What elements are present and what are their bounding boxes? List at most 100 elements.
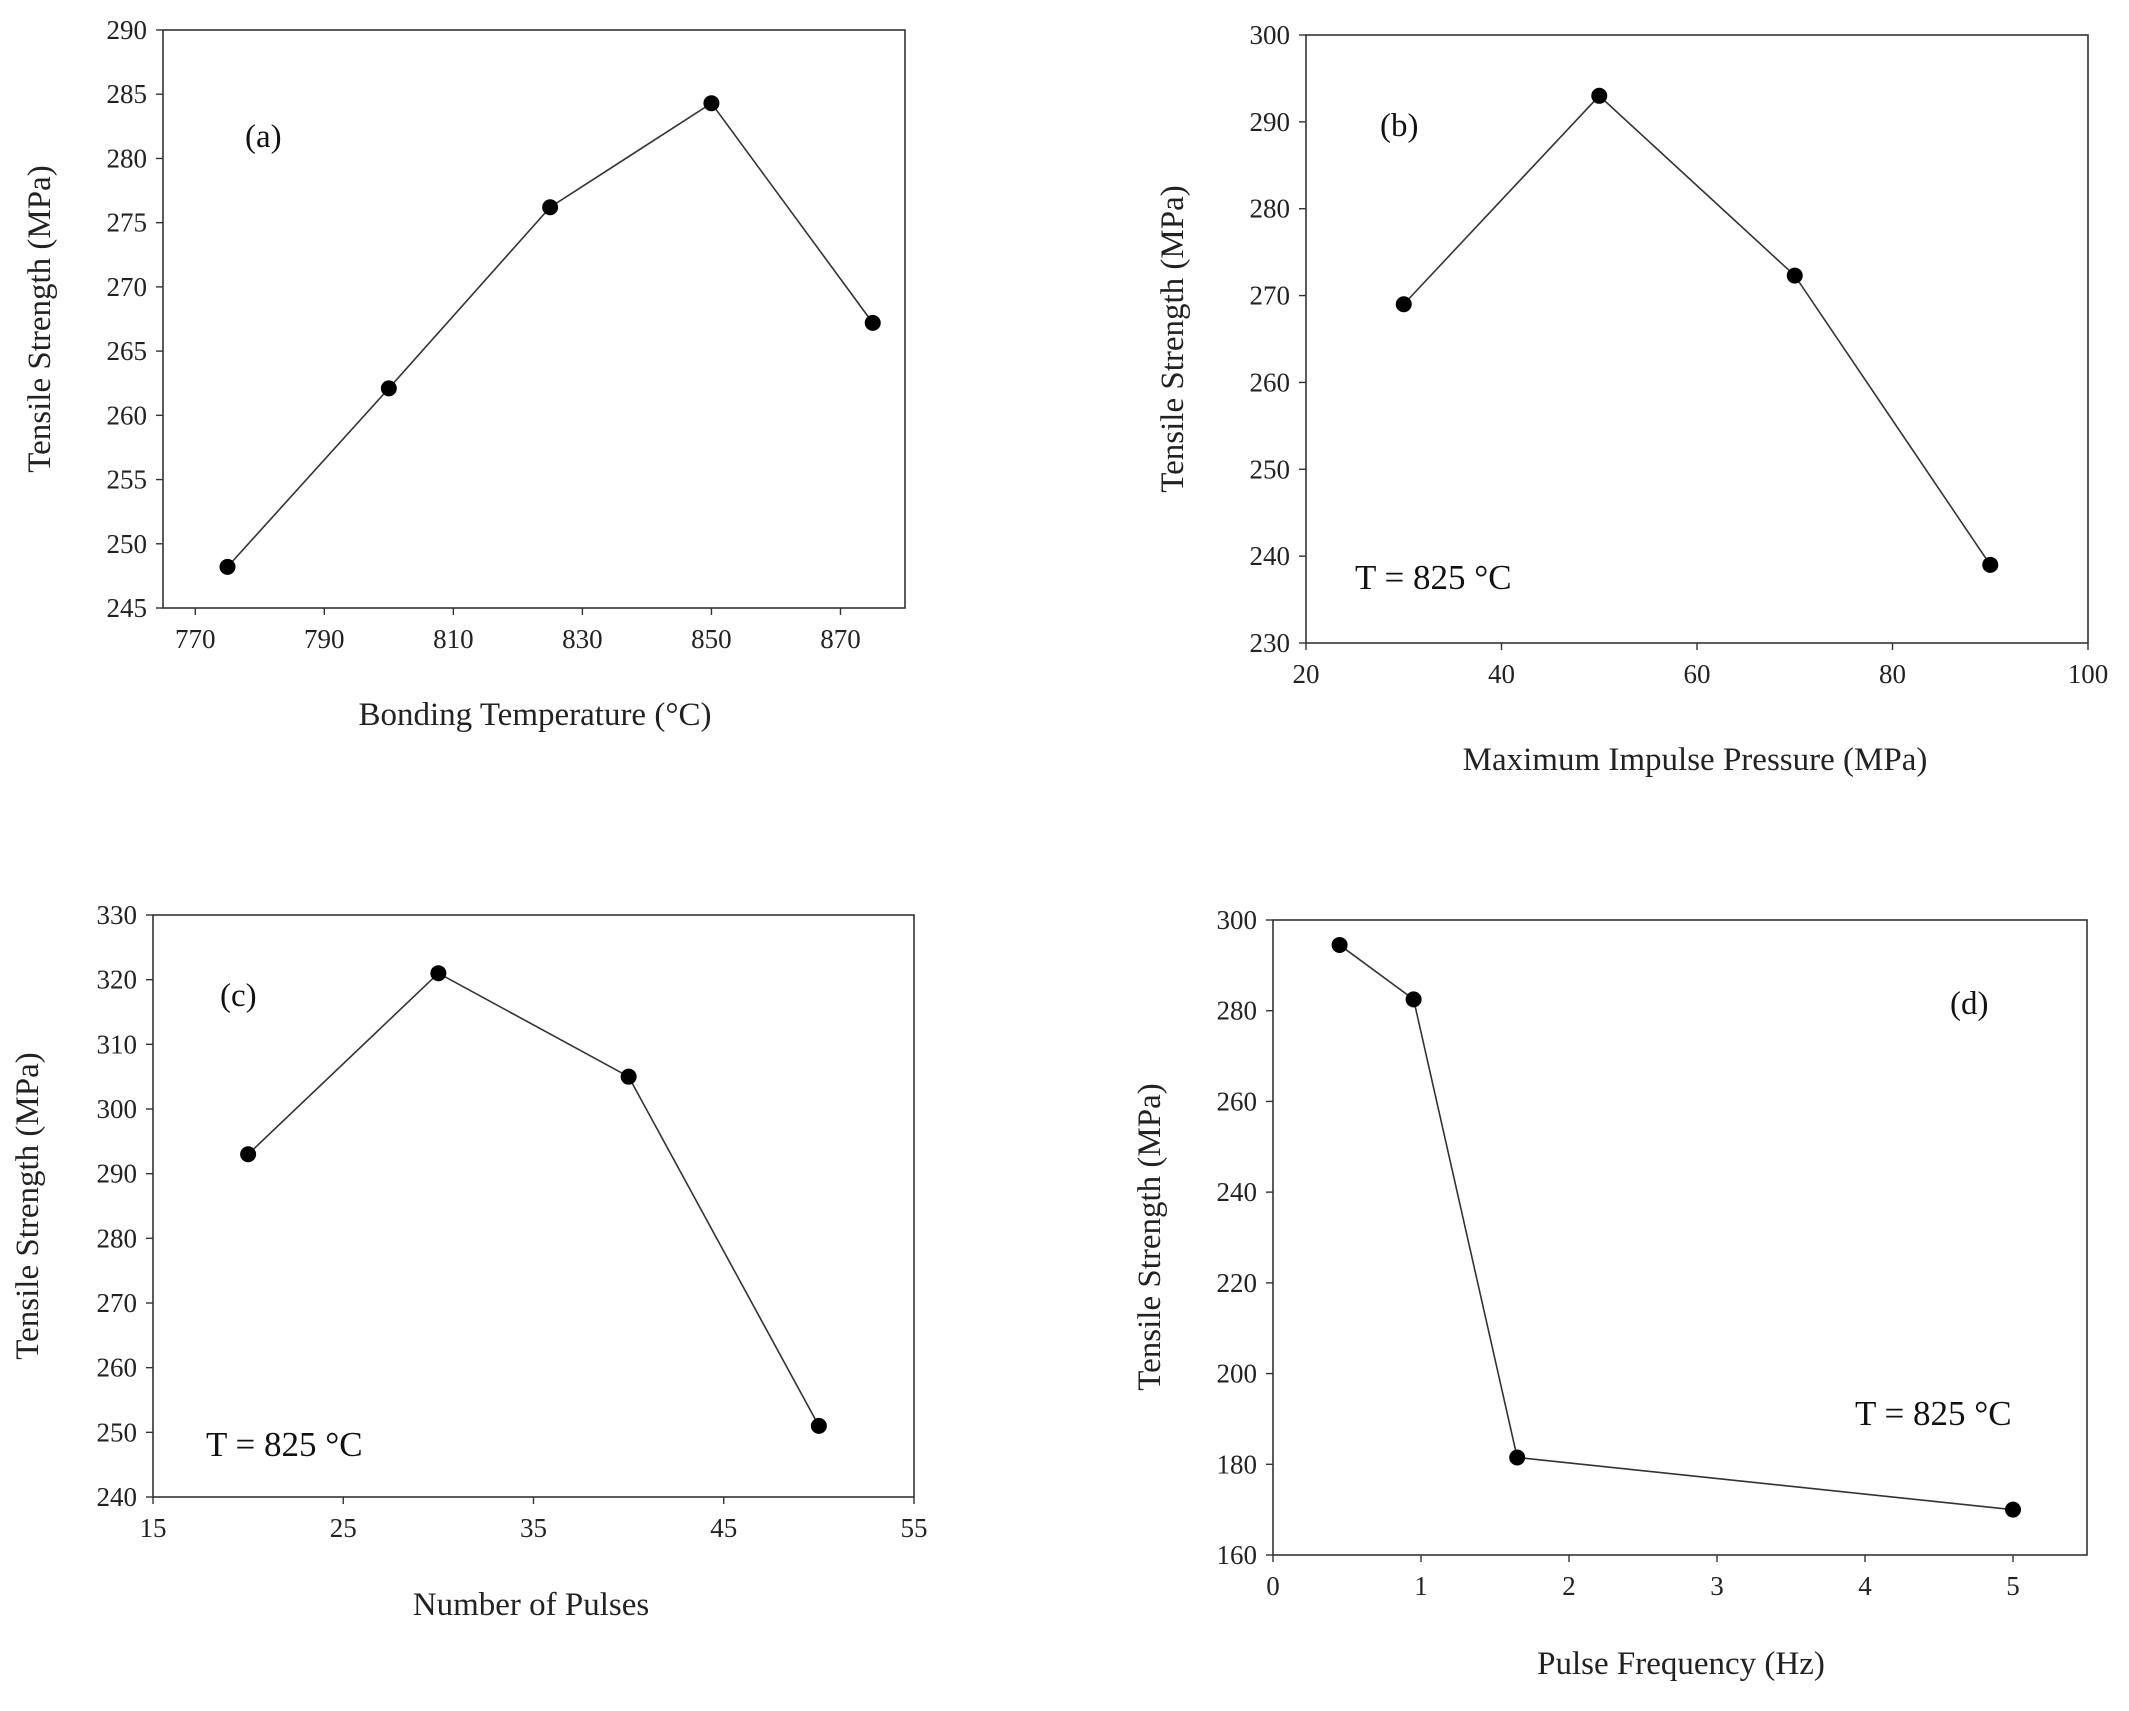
series-line: [1339, 944, 2014, 1511]
y-tick-label: 280: [97, 1223, 138, 1253]
data-point: [219, 558, 236, 575]
x-axis-title: Bonding Temperature (°C): [358, 697, 711, 733]
tick-layer: 0 1 2 3 4 5 160 180 200 220 240 260 280 300: [1217, 905, 2020, 1601]
panel-label: (b): [1380, 108, 1418, 144]
series-line: [247, 972, 820, 1427]
x-tick-label: 5: [2006, 1571, 2020, 1601]
x-tick-label: 40: [1488, 659, 1515, 689]
y-tick-label: 275: [107, 208, 148, 238]
data-point: [240, 1146, 257, 1163]
panel-label: (c): [220, 978, 257, 1014]
y-axis-title: Tensile Strength (MPa): [1155, 185, 1191, 492]
series-line: [1403, 94, 1991, 566]
y-axis-title: Tensile Strength (MPa): [10, 1052, 46, 1359]
x-tick-label: 1: [1414, 1571, 1428, 1601]
y-tick-label: 290: [1250, 107, 1291, 137]
x-tick-label: 830: [562, 624, 603, 654]
x-tick-label: 2: [1562, 1571, 1576, 1601]
tick-layer: 15 25 35 45 55 240 250 260 270 280 290 300 310 320 330: [97, 900, 928, 1543]
x-tick-label: 4: [1858, 1571, 1872, 1601]
y-tick-label: 260: [107, 400, 148, 430]
x-axis-title: Maximum Impulse Pressure (MPa): [1463, 742, 1928, 778]
y-tick-label: 260: [1250, 367, 1291, 397]
x-tick-label: 850: [691, 624, 732, 654]
point-layer: [1395, 87, 1999, 573]
x-tick-label: 770: [175, 624, 216, 654]
y-tick-label: 160: [1217, 1540, 1258, 1570]
data-point: [2005, 1501, 2021, 1518]
point-layer: [219, 95, 881, 575]
data-point: [1509, 1449, 1526, 1466]
panel-label: (d): [1950, 986, 1988, 1022]
data-point: [430, 965, 447, 982]
y-axis-title: Tensile Strength (MPa): [1132, 1083, 1168, 1390]
annotation: T = 825 °C: [1855, 1394, 2012, 1433]
chart-panel-c: 15 25 35 45 55 240 250 260 270 280 290 300 310 320 330…: [10, 900, 928, 1623]
y-tick-label: 200: [1217, 1359, 1258, 1389]
data-point: [380, 380, 397, 397]
data-point: [703, 95, 720, 112]
y-tick-label: 270: [107, 272, 148, 302]
data-point: [1331, 936, 1348, 953]
y-tick-label: 270: [97, 1288, 138, 1318]
y-tick-label: 310: [97, 1029, 138, 1059]
x-tick-label: 790: [304, 624, 345, 654]
y-axis-title: Tensile Strength (MPa): [22, 165, 58, 472]
chart-panel-a: 770 790 810 830 850 870 245 250 255 260 265 270 275 2…: [22, 15, 906, 733]
x-tick-label: 80: [1879, 659, 1906, 689]
y-tick-label: 280: [107, 143, 148, 173]
tick-layer: 770 790 810 830 850 870 245 250 255 260 265 270 275 2…: [107, 15, 861, 654]
x-tick-label: 100: [2068, 659, 2109, 689]
chart-panel-d: 0 1 2 3 4 5 160 180 200 220 240 260 280 300 (d) T = 8…: [1132, 905, 2088, 1682]
x-tick-label: 870: [820, 624, 861, 654]
x-tick-label: 3: [1710, 1571, 1724, 1601]
y-tick-label: 285: [107, 79, 148, 109]
x-tick-label: 60: [1684, 659, 1711, 689]
y-tick-label: 270: [1250, 281, 1291, 311]
y-tick-label: 320: [97, 965, 138, 995]
x-axis-title: Number of Pulses: [413, 1587, 649, 1623]
x-tick-label: 20: [1293, 659, 1320, 689]
y-tick-label: 230: [1250, 628, 1291, 658]
y-tick-label: 255: [107, 465, 148, 495]
annotation: T = 825 °C: [1355, 558, 1512, 597]
plot-frame: [162, 29, 906, 609]
point-layer: [240, 965, 827, 1434]
annotation: T = 825 °C: [206, 1425, 363, 1464]
plot-frame: [1272, 919, 2088, 1556]
x-tick-label: 25: [330, 1513, 357, 1543]
data-point: [542, 199, 559, 216]
data-point: [1591, 87, 1608, 104]
y-tick-label: 330: [97, 900, 138, 930]
y-tick-label: 180: [1217, 1449, 1258, 1479]
y-tick-label: 245: [107, 593, 148, 623]
x-tick-label: 35: [520, 1513, 547, 1543]
y-tick-label: 220: [1217, 1268, 1258, 1298]
y-tick-label: 260: [1217, 1086, 1258, 1116]
x-tick-label: 45: [710, 1513, 737, 1543]
x-tick-label: 0: [1266, 1571, 1280, 1601]
y-tick-label: 250: [97, 1417, 138, 1447]
x-tick-label: 810: [433, 624, 474, 654]
plot-frame: [1305, 34, 2089, 644]
y-tick-label: 280: [1250, 194, 1291, 224]
x-axis-title: Pulse Frequency (Hz): [1537, 1646, 1825, 1682]
y-tick-label: 300: [1250, 20, 1291, 50]
data-point: [620, 1068, 637, 1085]
y-tick-label: 300: [97, 1094, 138, 1124]
plot-frame: [152, 914, 915, 1498]
y-tick-label: 290: [97, 1159, 138, 1189]
data-point: [1786, 267, 1803, 284]
y-tick-label: 240: [97, 1482, 138, 1512]
x-tick-label: 55: [901, 1513, 928, 1543]
x-tick-label: 15: [140, 1513, 167, 1543]
y-tick-label: 250: [1250, 454, 1291, 484]
y-tick-label: 240: [1217, 1177, 1258, 1207]
y-tick-label: 250: [107, 529, 148, 559]
y-tick-label: 280: [1217, 996, 1258, 1026]
data-point: [1405, 991, 1422, 1008]
y-tick-label: 260: [97, 1353, 138, 1383]
y-tick-label: 300: [1217, 905, 1258, 935]
